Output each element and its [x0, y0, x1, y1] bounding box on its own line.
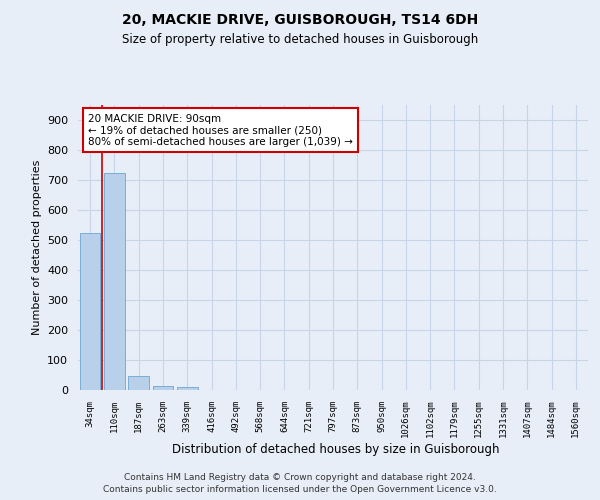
- Text: Contains public sector information licensed under the Open Government Licence v3: Contains public sector information licen…: [103, 485, 497, 494]
- Bar: [177, 387, 197, 390]
- Text: Size of property relative to detached houses in Guisborough: Size of property relative to detached ho…: [122, 32, 478, 46]
- Text: 20 MACKIE DRIVE: 90sqm
← 19% of detached houses are smaller (250)
80% of semi-de: 20 MACKIE DRIVE: 90sqm ← 19% of detached…: [88, 114, 353, 147]
- Text: Contains HM Land Registry data © Crown copyright and database right 2024.: Contains HM Land Registry data © Crown c…: [124, 472, 476, 482]
- Bar: [80, 232, 100, 390]
- Y-axis label: Number of detached properties: Number of detached properties: [32, 160, 41, 335]
- Bar: [152, 386, 173, 390]
- Text: Distribution of detached houses by size in Guisborough: Distribution of detached houses by size …: [172, 442, 500, 456]
- Text: 20, MACKIE DRIVE, GUISBOROUGH, TS14 6DH: 20, MACKIE DRIVE, GUISBOROUGH, TS14 6DH: [122, 12, 478, 26]
- Bar: [128, 376, 149, 390]
- Bar: [104, 172, 125, 390]
